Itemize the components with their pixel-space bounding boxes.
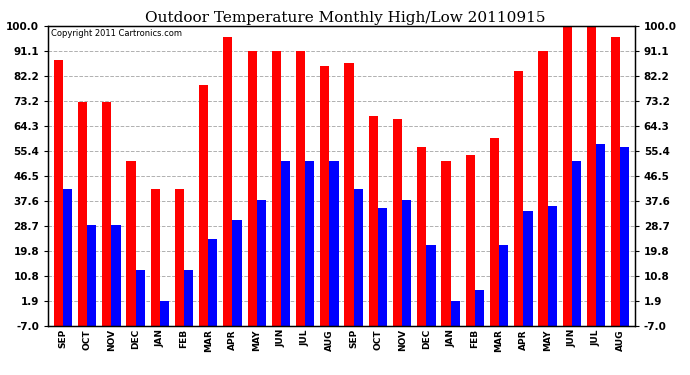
Bar bbox=[54, 60, 63, 326]
Bar bbox=[199, 85, 208, 326]
Bar bbox=[402, 200, 411, 326]
Bar bbox=[378, 209, 387, 326]
Bar bbox=[135, 270, 145, 326]
Bar bbox=[233, 220, 241, 326]
Bar bbox=[514, 71, 523, 326]
Bar bbox=[175, 189, 184, 326]
Bar bbox=[305, 161, 315, 326]
Bar bbox=[499, 245, 509, 326]
Bar bbox=[426, 245, 435, 326]
Text: Copyright 2011 Cartronics.com: Copyright 2011 Cartronics.com bbox=[51, 29, 182, 38]
Bar bbox=[320, 66, 329, 326]
Bar bbox=[296, 51, 305, 326]
Bar bbox=[126, 161, 135, 326]
Bar bbox=[208, 239, 217, 326]
Bar bbox=[475, 290, 484, 326]
Bar bbox=[150, 189, 160, 326]
Bar bbox=[368, 116, 378, 326]
Bar bbox=[451, 301, 460, 326]
Bar bbox=[354, 189, 363, 326]
Bar bbox=[548, 206, 557, 326]
Bar bbox=[248, 51, 257, 326]
Bar bbox=[184, 270, 193, 326]
Bar bbox=[344, 63, 354, 326]
Bar bbox=[160, 301, 169, 326]
Bar bbox=[329, 161, 339, 326]
Bar bbox=[611, 38, 620, 326]
Bar bbox=[442, 161, 451, 326]
Bar bbox=[102, 102, 111, 326]
Bar bbox=[562, 26, 572, 326]
Bar bbox=[78, 102, 87, 326]
Bar bbox=[257, 200, 266, 326]
Bar bbox=[281, 161, 290, 326]
Bar bbox=[523, 211, 533, 326]
Bar bbox=[224, 38, 233, 326]
Bar bbox=[393, 119, 402, 326]
Bar bbox=[490, 138, 499, 326]
Bar bbox=[87, 225, 97, 326]
Bar bbox=[272, 51, 281, 326]
Bar bbox=[620, 147, 629, 326]
Bar bbox=[572, 161, 581, 326]
Bar bbox=[417, 147, 426, 326]
Bar bbox=[596, 144, 605, 326]
Bar bbox=[586, 26, 596, 326]
Bar bbox=[111, 225, 121, 326]
Bar bbox=[63, 189, 72, 326]
Bar bbox=[538, 51, 548, 326]
Bar bbox=[466, 155, 475, 326]
Text: Outdoor Temperature Monthly High/Low 20110915: Outdoor Temperature Monthly High/Low 201… bbox=[145, 11, 545, 25]
